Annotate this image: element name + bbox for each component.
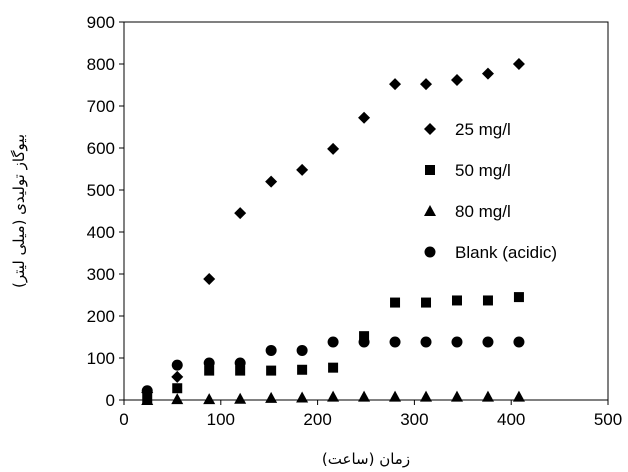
x-tick-label: 500 [594, 410, 622, 429]
y-tick-label: 900 [87, 13, 115, 32]
data-point [481, 390, 494, 402]
series-4 [141, 336, 525, 397]
data-point [203, 357, 215, 369]
data-point [420, 390, 433, 402]
data-point [141, 394, 154, 405]
data-point [481, 67, 494, 80]
data-point [327, 390, 340, 402]
data-point [265, 344, 277, 356]
data-point [358, 111, 371, 124]
data-point [234, 357, 246, 369]
legend-marker [424, 246, 436, 258]
data-point [358, 390, 371, 402]
legend-marker [424, 123, 436, 135]
x-tick-label: 300 [400, 410, 428, 429]
data-point [513, 292, 524, 303]
data-point [450, 73, 463, 86]
y-tick-label: 100 [87, 349, 115, 368]
data-point [512, 58, 525, 70]
data-point [265, 175, 278, 188]
data-point [171, 359, 183, 371]
data-point [296, 163, 309, 176]
legend-marker [424, 205, 436, 216]
data-point [421, 297, 432, 308]
data-point [358, 336, 370, 348]
legend-item: Blank (acidic) [424, 243, 557, 262]
axis-ticks: 0 100 200 300 400 500 600 700 800 900 0 100 200 300 40… [87, 13, 623, 429]
data-point [296, 344, 308, 356]
data-point [141, 385, 153, 397]
legend-item: 25 mg/l [424, 120, 511, 139]
series-2 [142, 292, 524, 404]
data-point [450, 390, 463, 402]
data-point [235, 365, 246, 376]
y-tick-label: 400 [87, 223, 115, 242]
data-point [420, 336, 432, 348]
x-tick-label: 200 [303, 410, 331, 429]
legend-item: 50 mg/l [425, 161, 511, 180]
x-tick-label: 400 [497, 410, 525, 429]
data-point [512, 390, 525, 402]
x-axis-title: زمان (ساعت) [322, 450, 410, 468]
series-3 [141, 390, 525, 405]
data-point [389, 336, 401, 348]
x-tick-label: 100 [207, 410, 235, 429]
legend-label: Blank (acidic) [455, 243, 557, 262]
data-point [171, 370, 184, 383]
data-point [203, 273, 216, 286]
data-point [359, 331, 370, 342]
data-point [389, 78, 402, 91]
data-point [234, 392, 247, 404]
y-axis-title: بیوگاز تولیدی (میلی لیتر) [10, 134, 28, 288]
legend-marker [425, 165, 435, 175]
data-point [451, 336, 463, 348]
legend-item: 80 mg/l [424, 202, 511, 221]
y-tick-label: 200 [87, 307, 115, 326]
data-point [266, 365, 277, 376]
data-point [327, 142, 340, 155]
data-point [265, 391, 278, 403]
data-point [172, 383, 183, 394]
y-tick-label: 700 [87, 97, 115, 116]
legend-label: 50 mg/l [455, 161, 511, 180]
y-tick-label: 0 [106, 391, 115, 410]
legend-label: 25 mg/l [455, 120, 511, 139]
data-point [482, 336, 494, 348]
legend-label: 80 mg/l [455, 202, 511, 221]
data-point [297, 364, 308, 375]
data-point [296, 391, 309, 403]
data-point [204, 365, 215, 376]
y-tick-label: 500 [87, 181, 115, 200]
data-point [482, 295, 493, 306]
data-point [389, 390, 402, 402]
data-point [327, 336, 339, 348]
data-point [171, 393, 184, 405]
data-point [203, 393, 216, 405]
y-tick-label: 800 [87, 55, 115, 74]
data-point [451, 295, 462, 306]
x-tick-label: 0 [119, 410, 128, 429]
data-point [420, 78, 433, 91]
legend: 25 mg/l 50 mg/l 80 mg/l Blank (acidic) [424, 120, 557, 262]
data-point [328, 362, 339, 373]
data-point [234, 207, 247, 220]
y-tick-label: 600 [87, 139, 115, 158]
y-tick-label: 300 [87, 265, 115, 284]
series-layer [141, 58, 525, 405]
data-point [390, 297, 401, 308]
data-point [513, 336, 525, 348]
